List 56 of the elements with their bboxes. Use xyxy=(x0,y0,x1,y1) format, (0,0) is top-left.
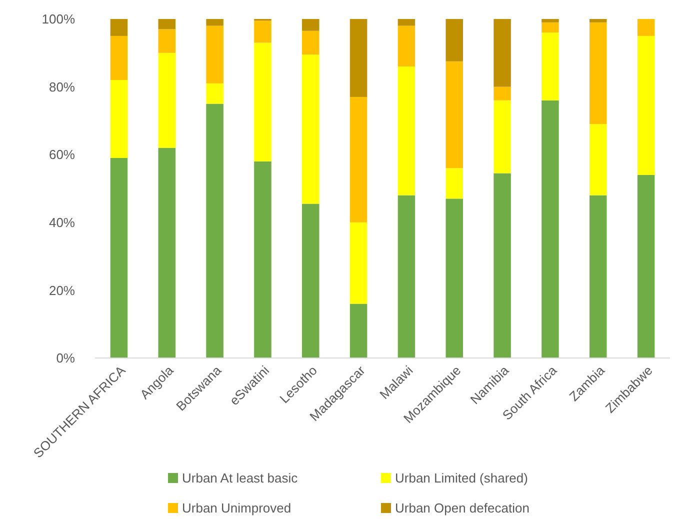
bar xyxy=(206,104,224,358)
y-tick-label: 0% xyxy=(56,350,76,366)
bar xyxy=(302,19,320,31)
legend-label: Urban Open defecation xyxy=(395,500,530,516)
bar xyxy=(637,19,655,36)
bar xyxy=(110,19,128,36)
bar xyxy=(350,96,368,222)
bar xyxy=(158,29,176,53)
bar xyxy=(350,304,368,358)
legend-label: Urban At least basic xyxy=(182,470,298,486)
bar xyxy=(637,174,655,358)
bar xyxy=(398,66,416,196)
bar xyxy=(398,195,416,358)
bar xyxy=(590,124,607,196)
bar xyxy=(206,83,224,104)
bar xyxy=(542,100,559,358)
bar xyxy=(254,161,272,358)
bar xyxy=(110,80,128,158)
bar xyxy=(494,19,511,87)
bar xyxy=(254,42,272,162)
bar xyxy=(350,222,368,304)
bar xyxy=(302,54,320,204)
bar xyxy=(446,19,463,62)
bar xyxy=(542,19,559,22)
bar xyxy=(110,36,128,80)
y-tick-label: 40% xyxy=(48,214,76,230)
bar xyxy=(206,19,224,26)
bar xyxy=(158,148,176,358)
bar xyxy=(494,86,511,100)
bar xyxy=(590,195,607,358)
bar xyxy=(158,52,176,148)
y-tick-label: 100% xyxy=(42,12,76,27)
bar xyxy=(542,22,559,33)
bar xyxy=(446,61,463,168)
bar xyxy=(494,100,511,174)
bar xyxy=(590,19,607,22)
bar xyxy=(637,36,655,175)
bar xyxy=(446,168,463,199)
y-tick-label: 60% xyxy=(48,147,76,162)
bar xyxy=(302,30,320,55)
bar xyxy=(398,19,416,26)
bar xyxy=(350,19,368,97)
bar xyxy=(590,22,607,124)
bar xyxy=(254,20,272,43)
legend-label: Urban Limited (shared) xyxy=(395,470,528,486)
bar xyxy=(158,19,176,30)
bar xyxy=(446,198,463,358)
bar xyxy=(206,26,224,84)
y-tick-label: 20% xyxy=(48,282,76,298)
bar xyxy=(494,173,511,358)
bar xyxy=(302,204,320,358)
bar xyxy=(542,32,559,100)
y-tick-label: 80% xyxy=(48,79,76,94)
bar xyxy=(110,158,128,358)
bar xyxy=(398,26,416,66)
legend-label: Urban Unimproved xyxy=(182,500,292,516)
